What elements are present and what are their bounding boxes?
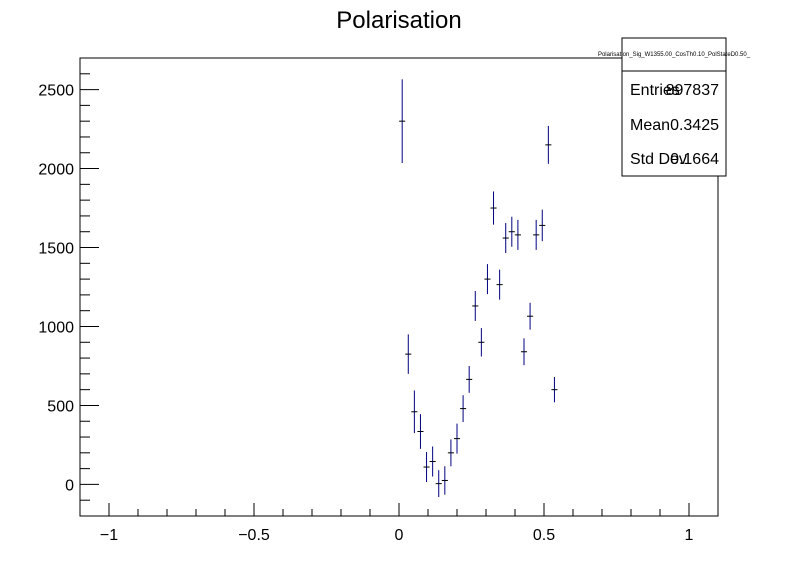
data-point: [508, 216, 515, 247]
data-point: [533, 219, 540, 250]
stats-histogram-name: Polarisation_Sig_W1355.00_CosTh0.10_PolS…: [598, 52, 751, 58]
x-tick-label: −0.5: [238, 527, 270, 544]
y-tick-label: 1500: [38, 241, 74, 258]
data-point: [466, 365, 473, 393]
data-point: [472, 290, 479, 321]
data-point: [417, 414, 424, 449]
x-tick-label: 0: [395, 527, 404, 544]
stats-mean-value: 0.3425: [670, 117, 719, 134]
y-tick-label: 500: [47, 398, 74, 415]
data-point: [435, 470, 442, 498]
chart-title: Polarisation: [336, 7, 461, 34]
data-point: [447, 439, 454, 467]
data-point: [514, 219, 521, 250]
y-axis: 0 500 1000 1500 2000 2500: [38, 57, 99, 501]
data-point: [423, 452, 430, 483]
data-point: [527, 302, 534, 330]
data-point: [405, 334, 412, 374]
data-point: [496, 269, 503, 300]
data-point: [411, 390, 418, 434]
data-points: [399, 79, 558, 498]
data-point: [460, 395, 467, 423]
data-point: [478, 328, 485, 357]
data-point: [399, 79, 406, 164]
stats-stddev-label: Std Dev: [630, 151, 687, 168]
data-point: [539, 209, 546, 242]
y-tick-label: 0: [65, 477, 74, 494]
data-point: [441, 466, 448, 495]
y-tick-label: 2000: [38, 162, 74, 179]
data-point: [453, 423, 461, 454]
data-point: [490, 191, 497, 225]
data-point: [520, 338, 528, 366]
stats-box: Polarisation_Sig_W1355.00_CosTh0.10_PolS…: [598, 37, 751, 177]
x-tick-label: −1: [100, 527, 118, 544]
data-point: [484, 264, 491, 295]
x-tick-label: 0.5: [533, 527, 555, 544]
stats-stddev-value: 0.1664: [670, 151, 719, 168]
y-tick-label: 1000: [38, 319, 74, 336]
stats-entries-value: 897837: [666, 82, 719, 99]
x-axis: −1 −0.5 0 0.5 1: [79, 503, 719, 544]
data-point: [502, 223, 509, 254]
data-point: [429, 446, 436, 477]
y-tick-label: 2500: [38, 83, 74, 100]
stats-mean-label: Mean: [630, 117, 670, 134]
data-point: [545, 125, 552, 164]
stats-entries-label: Entries: [630, 82, 680, 99]
x-tick-label: 1: [685, 527, 694, 544]
data-point: [551, 377, 558, 403]
